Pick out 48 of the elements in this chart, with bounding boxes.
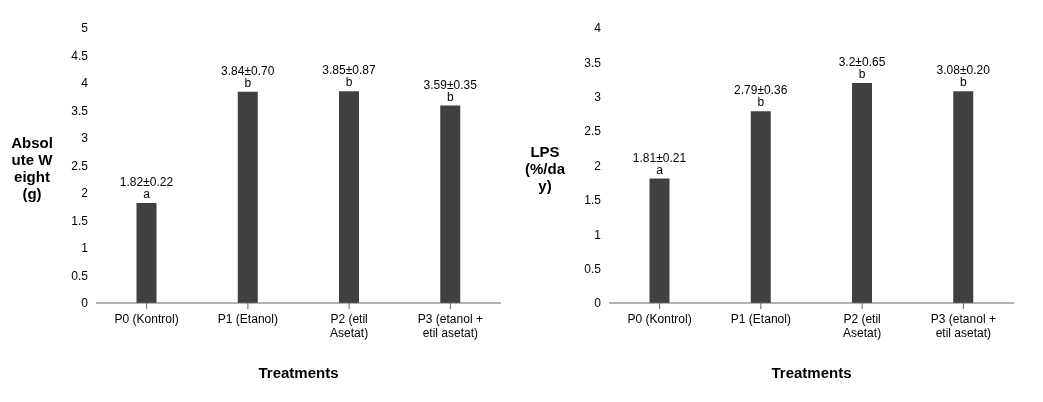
x-tick-label: P2 (etil Asetat) xyxy=(843,312,882,340)
x-tick-label: P2 (etil Asetat) xyxy=(330,312,369,340)
y-tick-label: 0 xyxy=(81,296,89,311)
y-tick-label: 3 xyxy=(81,131,89,146)
x-tick-label: P1 (Etanol) xyxy=(730,312,791,326)
y-tick-label: 4 xyxy=(81,76,89,91)
y-axis-title: Absolute Weight (g) xyxy=(10,134,54,204)
x-tick-label: P3 (etanol + etil asetat) xyxy=(930,312,996,340)
bar xyxy=(953,91,974,303)
bar xyxy=(649,178,670,303)
y-tick-label: 2.5 xyxy=(584,124,602,139)
y-axis-title: LPS (%/day) xyxy=(524,142,566,196)
bar xyxy=(136,202,157,303)
data-label: 3.84±0.70 b xyxy=(221,63,275,90)
y-tick-label: 4.5 xyxy=(71,48,89,63)
y-tick-label: 2 xyxy=(81,186,89,201)
data-label: 3.59±0.35 b xyxy=(423,77,478,104)
bar xyxy=(852,83,872,303)
y-tick-label: 3.5 xyxy=(584,55,602,70)
data-label: 1.81±0.21 a xyxy=(632,150,687,177)
bar xyxy=(440,105,461,303)
y-tick-label: 3 xyxy=(594,90,602,105)
y-tick-label: 0 xyxy=(594,296,602,311)
data-label: 2.79±0.36 b xyxy=(734,83,788,110)
x-tick-label: P1 (Etanol) xyxy=(217,312,278,326)
x-tick-label: P0 (Kontrol) xyxy=(627,312,692,326)
x-tick-label: P0 (Kontrol) xyxy=(114,312,179,326)
y-tick-label: 2.5 xyxy=(71,158,89,173)
y-tick-label: 3.5 xyxy=(71,103,89,118)
y-tick-label: 4 xyxy=(594,21,602,36)
x-axis-title: Treatments xyxy=(771,364,852,381)
bar xyxy=(237,91,258,303)
bar xyxy=(750,111,771,303)
y-tick-label: 1.5 xyxy=(71,213,89,228)
data-label: 3.08±0.20 b xyxy=(936,63,991,90)
y-tick-label: 5 xyxy=(81,21,89,36)
y-tick-label: 0.5 xyxy=(584,261,602,276)
x-axis-title: Treatments xyxy=(258,364,339,381)
x-tick-label: P3 (etanol + etil asetat) xyxy=(417,312,483,340)
y-tick-label: 0.5 xyxy=(71,268,89,283)
bar xyxy=(339,91,359,303)
y-tick-label: 1 xyxy=(594,227,602,242)
y-tick-label: 1.5 xyxy=(584,193,602,208)
data-label: 3.85±0.87 b xyxy=(322,63,376,90)
y-tick-label: 1 xyxy=(81,241,89,256)
y-tick-label: 2 xyxy=(594,158,602,173)
data-label: 3.2±0.65 b xyxy=(838,55,886,81)
data-label: 1.82±0.22 a xyxy=(119,174,174,201)
